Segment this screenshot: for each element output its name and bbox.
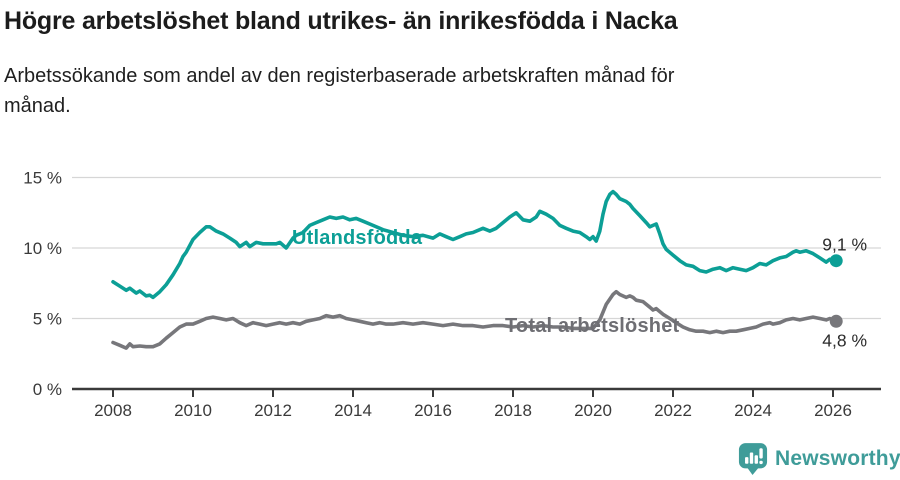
y-tick-label: 5 % — [33, 310, 62, 329]
newsworthy-logo-icon — [738, 443, 768, 475]
x-tick-label: 2022 — [654, 401, 692, 420]
y-tick-label: 10 % — [23, 239, 62, 258]
series-label-total: Total arbetslöshet — [505, 315, 680, 337]
x-tick-label: 2024 — [734, 401, 772, 420]
x-tick-label: 2026 — [814, 401, 852, 420]
brand-footer: Newsworthy — [738, 442, 900, 476]
series-line-total — [111, 289, 839, 350]
page-title: Högre arbetslöshet bland utrikes- än inr… — [4, 7, 678, 35]
chart-subtitle-line2: månad. — [4, 95, 71, 117]
brand-name: Newsworthy — [775, 447, 900, 470]
x-tick-label: 2020 — [574, 401, 612, 420]
series-end-value-utlandsfodda: 9,1 % — [822, 235, 867, 255]
chart-subtitle: Arbetssökande som andel av den registerb… — [4, 61, 900, 121]
series-line-utlandsfodda — [111, 189, 839, 300]
y-tick-label: 0 % — [33, 380, 62, 399]
x-tick-label: 2018 — [494, 401, 532, 420]
x-tick-label: 2016 — [414, 401, 452, 420]
series-end-dot-utlandsfodda — [829, 254, 843, 268]
x-tick-label: 2008 — [94, 401, 132, 420]
series-end-value-total: 4,8 % — [822, 330, 867, 350]
x-tick-label: 2012 — [254, 401, 292, 420]
y-tick-label: 15 % — [23, 169, 62, 188]
chart-subtitle-line1: Arbetssökande som andel av den registerb… — [4, 65, 675, 87]
chart-canvas: 2008 2010 2012 2014 2016 2018 2020 2022 2024 2026… — [23, 169, 881, 420]
x-tick-label: 2014 — [334, 401, 372, 420]
series-end-dot-total — [829, 314, 843, 328]
line-chart: 2008 2010 2012 2014 2016 2018 2020 2022 2024 2026… — [0, 156, 900, 424]
x-tick-label: 2010 — [174, 401, 212, 420]
series-label-utlandsfodda: Utlandsfödda — [292, 227, 423, 249]
